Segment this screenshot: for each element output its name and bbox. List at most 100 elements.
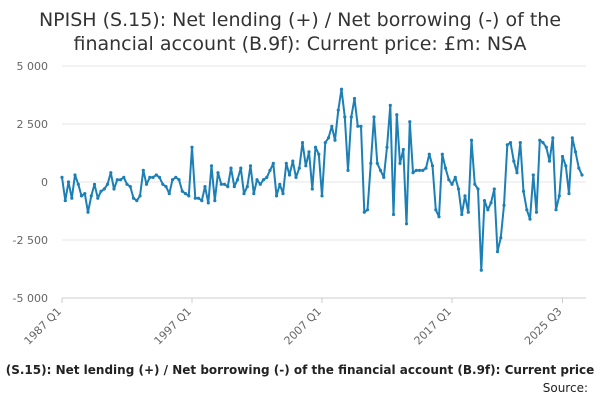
data-point [414,168,418,172]
data-point [557,194,561,198]
data-point [291,159,295,163]
data-point [187,194,191,198]
data-point [336,108,340,112]
data-point [245,185,249,189]
data-point [252,192,256,196]
data-point [268,168,272,172]
data-point [421,168,425,172]
data-point [66,180,71,184]
y-tick-label: 5 000 [17,60,49,73]
data-point [73,173,77,177]
data-point [356,124,360,128]
data-point [200,199,204,203]
data-point [261,178,266,182]
data-point [424,166,428,170]
data-point [196,196,201,200]
data-point [216,171,220,175]
data-point [378,168,383,172]
data-point [278,182,282,186]
data-point [382,175,386,179]
data-point [242,192,246,196]
data-point [281,192,285,196]
x-axis-tick-marks [61,298,563,303]
data-point [437,215,441,219]
data-point [482,199,487,203]
data-point [60,175,64,179]
footer-caption: (S.15): Net lending (+) / Net borrowing … [5,363,595,377]
y-tick-label: 2 500 [17,118,49,131]
data-point [83,192,87,196]
data-point [476,187,480,191]
data-point [203,185,207,189]
data-point [193,196,197,200]
x-axis-tick-labels: 1987 Q1 1997 Q1 2007 Q1 2017 Q1 2025 Q3 [22,305,565,348]
data-point [174,175,178,179]
data-point [148,175,152,179]
y-tick-label: -2 500 [13,234,48,247]
data-point [222,182,227,186]
data-point [577,166,581,170]
data-point [362,210,366,214]
data-point [460,212,464,217]
data-point [349,115,353,119]
data-point [453,175,457,179]
data-point [365,208,370,212]
data-point [388,103,392,107]
data-point [343,115,347,119]
data-point [456,187,461,191]
data-point [141,168,145,172]
data-point [554,208,558,212]
data-point [430,164,435,168]
series-layer [60,87,584,272]
data-point [385,145,389,149]
data-point [128,185,132,189]
data-point [274,194,279,198]
data-point [518,141,522,145]
data-point [547,159,552,163]
data-point [180,189,184,193]
data-point [304,164,308,168]
y-tick-label: 0 [41,176,48,189]
data-point [434,208,438,212]
x-tick-label: 2007 Q1 [282,305,325,348]
data-point [408,120,412,124]
data-point [157,175,162,179]
data-point [372,115,376,119]
data-point [346,168,350,172]
data-point [164,185,168,189]
data-point [226,185,230,189]
data-point [79,194,84,198]
data-point [538,138,542,142]
data-point [135,199,139,203]
data-point [294,175,298,179]
data-point [447,178,451,182]
data-point [564,164,568,168]
data-point [404,222,409,226]
data-point [369,161,373,165]
data-point [567,192,571,196]
y-axis-tick-labels: 5 000 2 500 0 -2 500 -5 000 [13,60,48,305]
data-point [339,87,344,91]
data-point [144,182,149,186]
data-point [138,194,142,198]
data-point [92,182,97,186]
data-point [570,136,574,140]
data-point [313,145,318,149]
data-point [239,166,243,170]
data-point [229,166,233,170]
data-point [112,187,116,191]
source-label: Source: [542,381,588,395]
data-point [560,154,565,159]
data-point [265,175,269,179]
data-point [183,192,188,196]
data-point [391,212,396,217]
data-point [105,182,110,186]
data-point [154,173,158,177]
data-point [99,189,103,193]
data-point [297,166,301,170]
data-point [502,203,506,207]
data-point [580,173,584,177]
data-point [206,201,210,205]
data-point [352,96,357,101]
